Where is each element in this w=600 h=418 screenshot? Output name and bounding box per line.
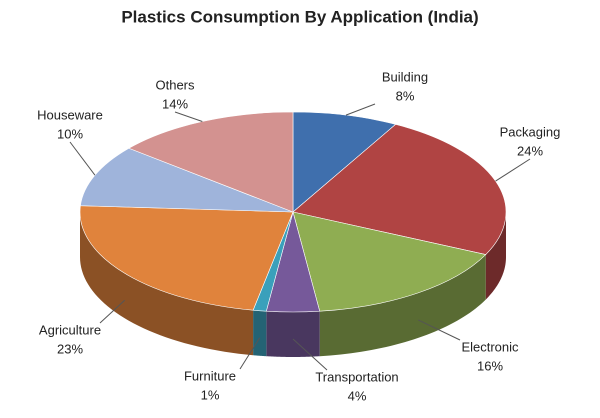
- slice-side: [266, 311, 320, 357]
- value-label: 16%: [477, 358, 503, 373]
- value-label: 8%: [396, 88, 415, 103]
- slice: [292, 211, 487, 312]
- slice-side: [80, 212, 254, 356]
- chart-title: Plastics Consumption By Application (Ind…: [121, 7, 478, 26]
- leader-line: [69, 141, 96, 176]
- value-label: 10%: [57, 126, 83, 141]
- slice: [80, 147, 294, 213]
- slice-label: Transportation: [315, 369, 398, 384]
- slice-label: Others: [155, 77, 195, 92]
- slice-label: Packaging: [500, 124, 561, 139]
- slice-label: Furniture: [184, 368, 236, 383]
- leader-line: [417, 319, 461, 341]
- slice-label: Building: [382, 69, 428, 84]
- slice-label: Electronic: [461, 339, 519, 354]
- value-label: 24%: [517, 143, 543, 158]
- slice-side: [319, 254, 486, 357]
- slice: [79, 205, 294, 311]
- slice: [292, 111, 397, 213]
- value-label: 1%: [201, 387, 220, 402]
- slice: [128, 111, 294, 213]
- value-label: 4%: [348, 388, 367, 403]
- value-label: 14%: [162, 96, 188, 111]
- slice-label: Houseware: [37, 107, 103, 122]
- slice-side: [253, 310, 267, 357]
- slice-label: Agriculture: [39, 322, 101, 337]
- leader-line: [99, 299, 126, 324]
- value-label: 23%: [57, 341, 83, 356]
- leader-line: [495, 158, 531, 182]
- leader-line: [345, 103, 376, 116]
- leader-line: [292, 338, 328, 371]
- leader-line: [174, 111, 203, 122]
- leader-line: [239, 337, 261, 370]
- slice: [292, 124, 507, 255]
